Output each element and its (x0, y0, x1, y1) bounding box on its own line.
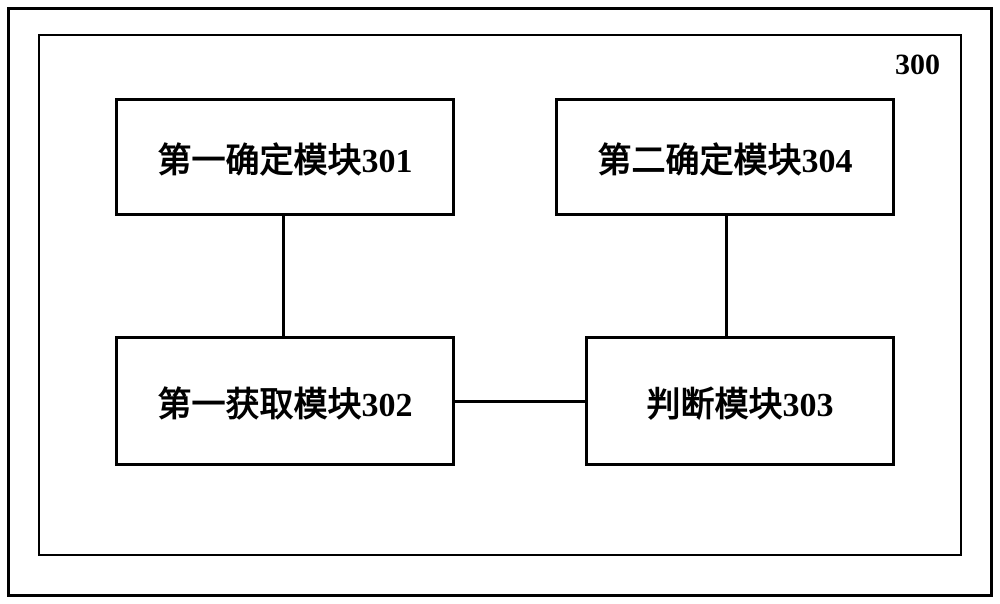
module-n302: 第一获取模块302 (115, 336, 455, 466)
edge-n302-n303 (455, 400, 585, 403)
module-n303: 判断模块303 (585, 336, 895, 466)
edge-n301-n302 (282, 216, 285, 336)
module-n304: 第二确定模块304 (555, 98, 895, 216)
edge-n304-n303 (725, 216, 728, 336)
figure-label: 300 (895, 48, 940, 82)
module-label: 第一确定模块301 (158, 133, 413, 182)
module-n301: 第一确定模块301 (115, 98, 455, 216)
module-label: 判断模块303 (647, 377, 834, 426)
module-label: 第一获取模块302 (158, 377, 413, 426)
module-label: 第二确定模块304 (598, 133, 853, 182)
